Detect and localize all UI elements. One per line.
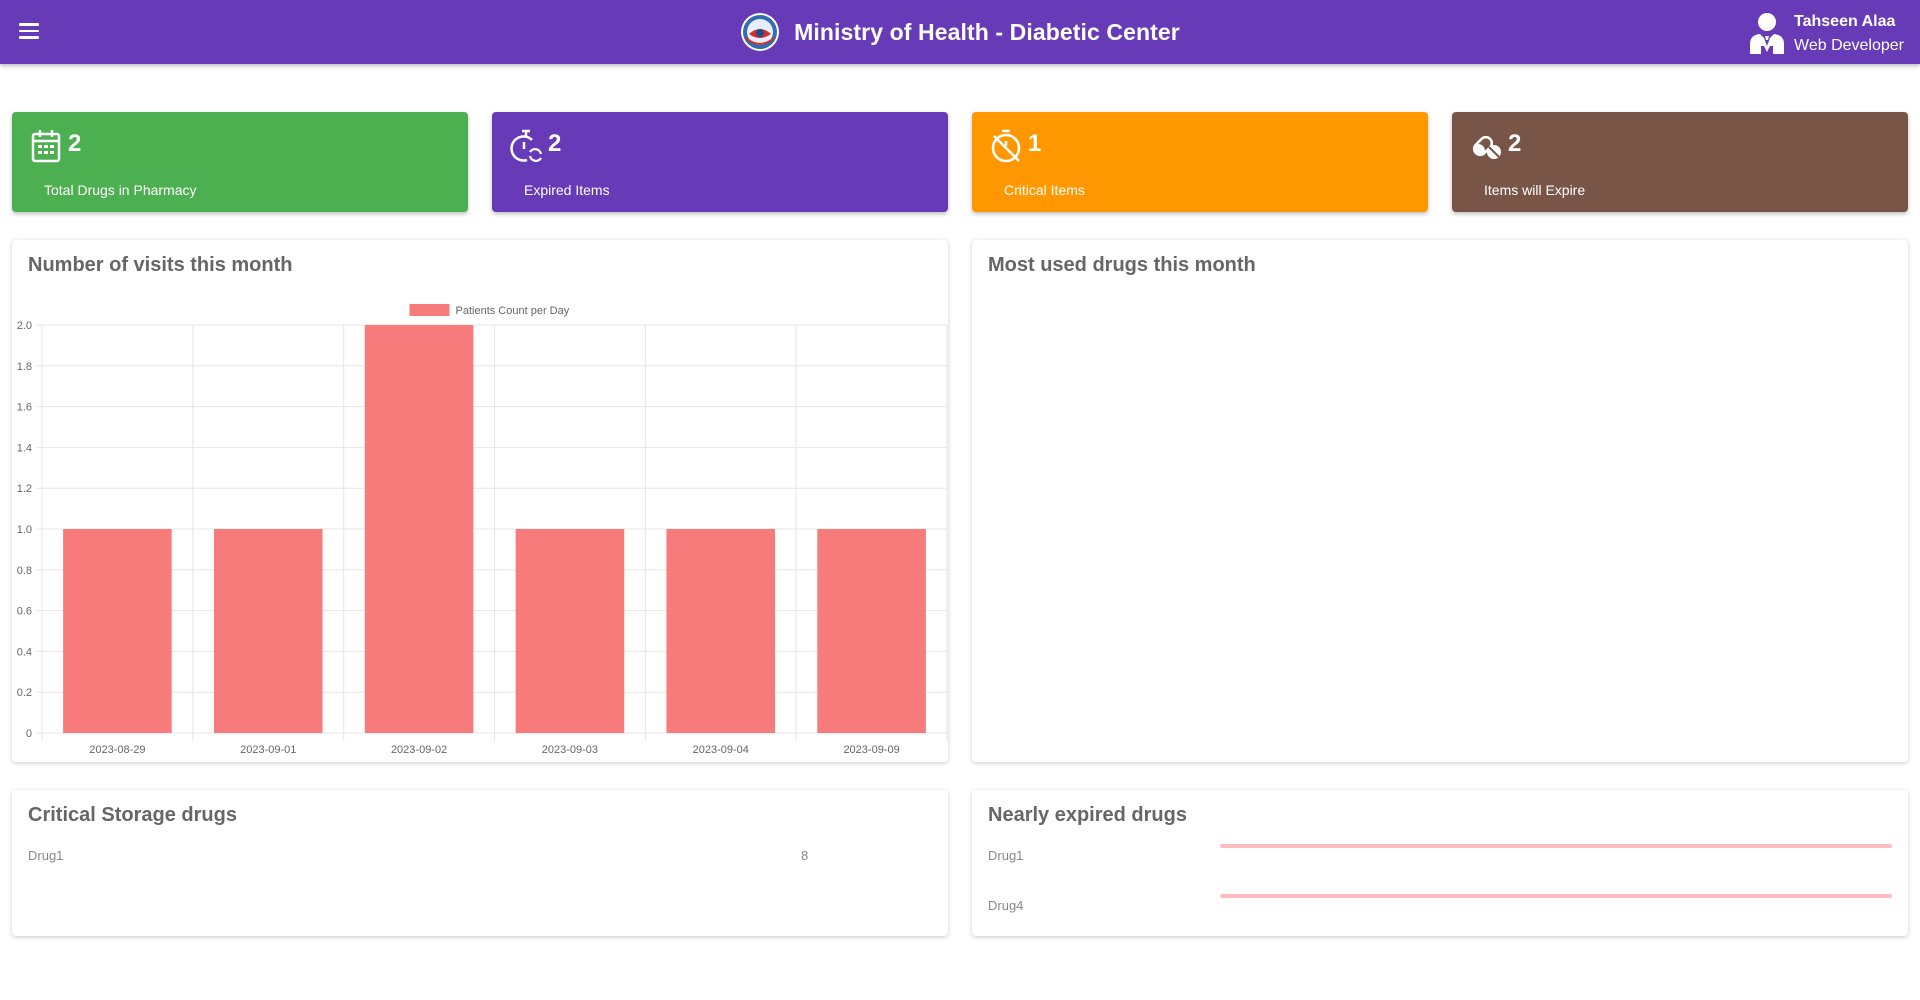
y-tick-label: 0	[26, 728, 32, 740]
chart-bar	[666, 529, 776, 733]
y-tick-label: 1.8	[17, 361, 32, 373]
brand: Ministry of Health - Diabetic Center	[0, 0, 1920, 64]
legend-swatch	[409, 304, 450, 316]
panel-title: Number of visits this month	[28, 254, 293, 276]
stat-value: 1	[1028, 130, 1042, 157]
stat-label: Total Drugs in Pharmacy	[44, 182, 197, 198]
visits-bar-chart: 0 0.2 0.4 0.6 0.8 1.0 1.2 1.4 1.6 1.8 2.0 2023-08-2…	[17, 304, 948, 756]
menu-icon[interactable]	[16, 18, 42, 44]
expiry-progress-bar	[1220, 844, 1892, 848]
stat-value: 2	[1508, 130, 1522, 157]
y-tick-label: 0.2	[17, 687, 32, 699]
x-tick-label: 2023-09-03	[542, 744, 598, 756]
x-tick-label: 2023-09-09	[843, 744, 899, 756]
visits-chart-panel: Number of visits this month 0 0.2 0.4 0.6 0.…	[12, 240, 948, 762]
app-title: Ministry of Health - Diabetic Center	[794, 18, 1180, 45]
timer-off-icon	[991, 129, 1021, 163]
y-tick-label: 1.4	[17, 442, 32, 454]
chart-bar	[63, 529, 172, 733]
user-tie-icon	[1750, 13, 1785, 54]
user-role: Web Developer	[1794, 37, 1904, 54]
stat-label: Critical Items	[1004, 182, 1085, 198]
top-app-bar: Ministry of Health - Diabetic Center Tah…	[0, 0, 1920, 64]
panel-title: Critical Storage drugs	[28, 804, 237, 826]
chart-bar	[515, 529, 625, 733]
x-tick-label: 2023-09-02	[391, 744, 447, 756]
user-name: Tahseen Alaa	[1794, 13, 1896, 30]
calendar-icon	[31, 130, 61, 163]
stat-card-total-drugs[interactable]: 2 Total Drugs in Pharmacy	[12, 112, 468, 212]
stat-card-critical[interactable]: 1 Critical Items	[972, 112, 1428, 212]
x-tick-label: 2023-09-04	[693, 744, 749, 756]
critical-storage-panel: Critical Storage drugs Drug1 8	[12, 790, 948, 936]
panel-title: Nearly expired drugs	[988, 804, 1187, 826]
x-tick-label: 2023-08-29	[89, 744, 145, 756]
expiry-progress-bar	[1220, 894, 1892, 898]
panel-title: Most used drugs this month	[988, 254, 1256, 276]
drug-count: 8	[801, 848, 809, 863]
user-menu[interactable]: Tahseen Alaa Web Developer	[1748, 10, 1904, 58]
y-tick-label: 0.8	[17, 565, 32, 577]
legend-label: Patients Count per Day	[456, 305, 570, 317]
most-used-drugs-panel: Most used drugs this month	[972, 240, 1908, 762]
chart-bar	[364, 325, 474, 733]
stat-label: Expired Items	[524, 182, 610, 198]
x-tick-label: 2023-09-01	[240, 744, 296, 756]
stat-card-will-expire[interactable]: 2 Items will Expire	[1452, 112, 1908, 212]
y-tick-label: 0.6	[17, 606, 32, 618]
y-tick-label: 1.6	[17, 402, 32, 414]
stat-label: Items will Expire	[1484, 182, 1586, 198]
drug-name: Drug4	[988, 898, 1024, 913]
ministry-logo-icon	[741, 13, 780, 51]
y-tick-label: 2.0	[17, 320, 32, 332]
nearly-expired-panel: Nearly expired drugs Drug1 Drug4	[972, 790, 1908, 936]
stat-value: 2	[548, 130, 562, 157]
chart-bar	[213, 529, 323, 733]
chart-bar	[817, 529, 926, 733]
y-tick-label: 1.0	[17, 524, 32, 536]
drug-name: Drug1	[28, 848, 64, 863]
timer-sync-icon	[510, 129, 542, 162]
stat-value: 2	[68, 130, 82, 157]
drug-name: Drug1	[988, 848, 1024, 863]
y-tick-label: 1.2	[17, 483, 32, 495]
y-tick-label: 0.4	[17, 646, 32, 658]
pills-icon	[1472, 135, 1501, 159]
stat-card-expired[interactable]: 2 Expired Items	[492, 112, 948, 212]
